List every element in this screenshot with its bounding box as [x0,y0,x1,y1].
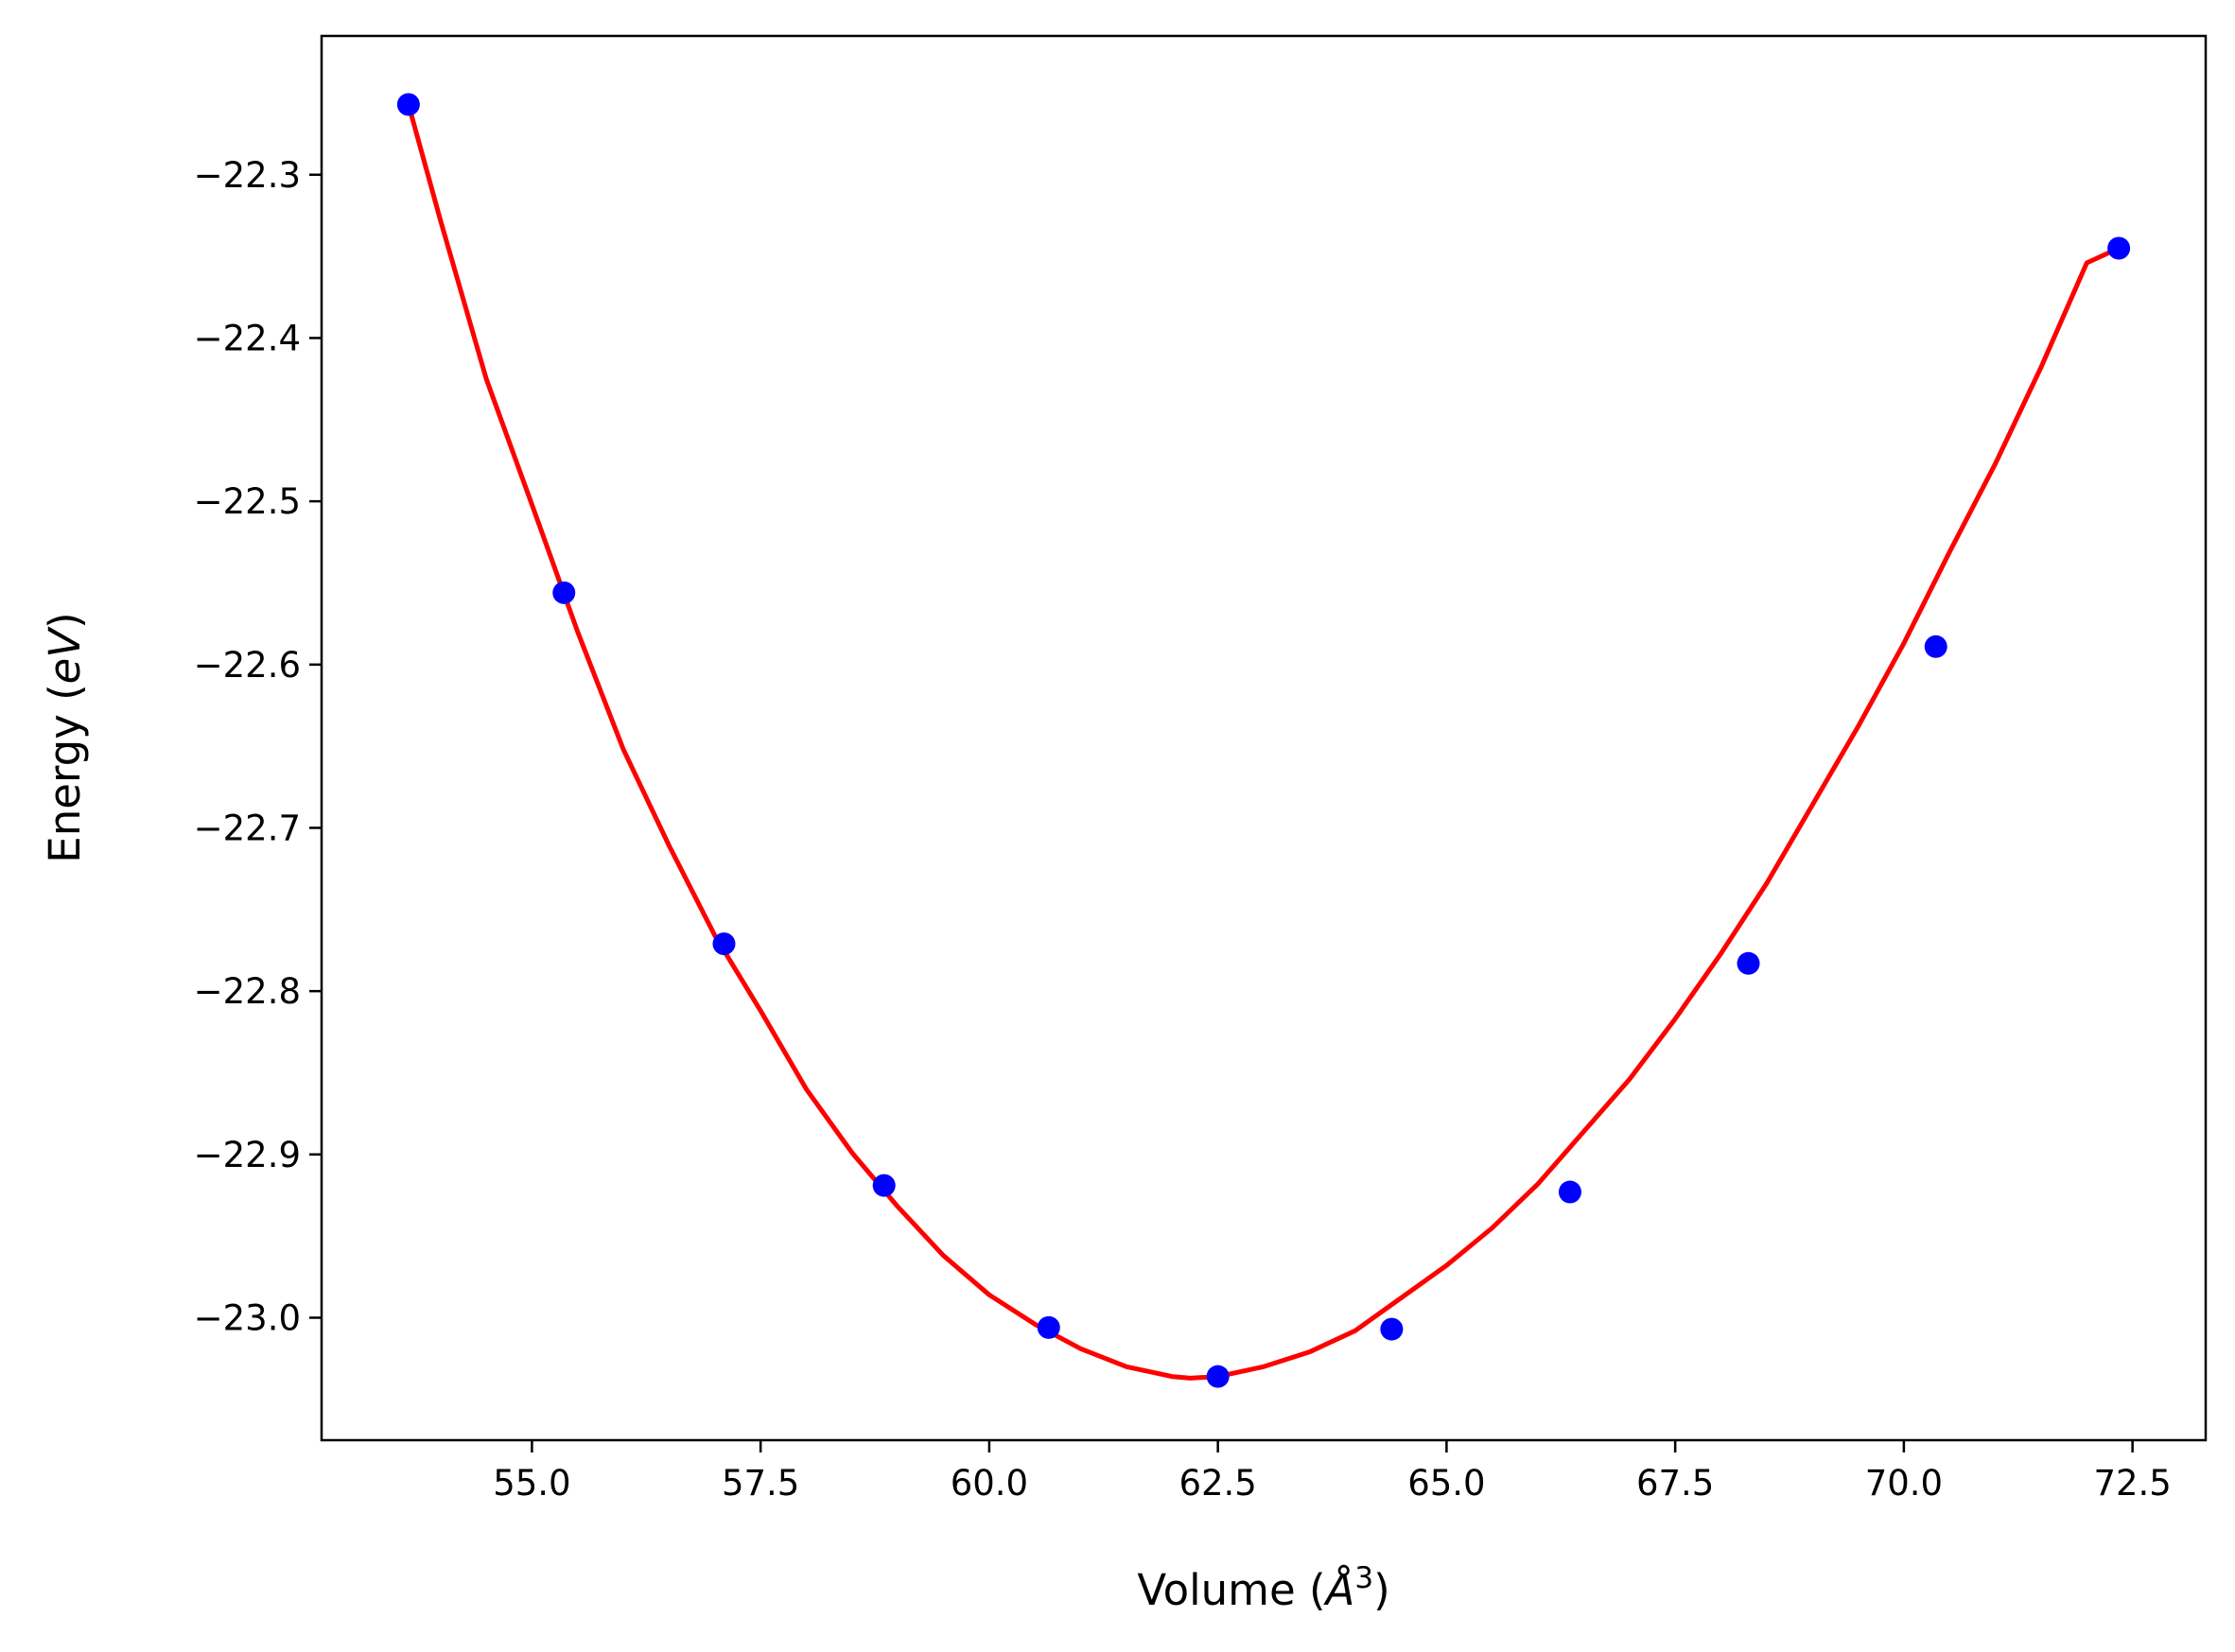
fit-curve-line [406,103,2121,1381]
data-point [2107,236,2131,260]
data-point [1037,1315,1060,1339]
x-tick-label: 70.0 [1865,1463,1943,1504]
x-tick-label: 55.0 [493,1463,570,1504]
axes-frame [320,34,2208,1442]
y-tick-label: −22.3 [194,155,301,196]
plot-area [396,93,2131,1388]
data-point [1380,1317,1404,1341]
x-tick-label: 57.5 [722,1463,799,1504]
data-point [1924,635,1947,658]
x-tick-label: 67.5 [1636,1463,1714,1504]
y-tick-label: −22.4 [194,318,301,358]
y-tick-label: −22.5 [194,481,301,522]
y-tick-label: −22.8 [194,971,301,1012]
x-tick-label: 62.5 [1179,1463,1256,1504]
x-tick-label: 65.0 [1407,1463,1485,1504]
data-point [872,1174,896,1197]
data-point [1737,951,1760,975]
data-point [1206,1365,1230,1388]
y-axis-title: Energy (eV) [40,612,90,862]
y-tick-label: −23.0 [194,1297,301,1338]
y-tick-label: −22.9 [194,1135,301,1175]
data-point [712,932,736,956]
x-axis-title: Volume (Å3) [1137,1561,1389,1615]
y-tick-label: −22.7 [194,808,301,848]
data-point [396,93,420,116]
x-tick-label: 72.5 [2093,1463,2171,1504]
y-axis-ticks: −22.3 −22.4 −22.5 −22.6 −22.7 −22.8 −22.9 −23.0 [194,155,322,1338]
y-tick-label: −22.6 [194,645,301,686]
x-axis-ticks: 55.0 57.5 60.0 62.5 65.0 67.5 70.0 72.5 [493,1440,2172,1504]
data-point [1558,1180,1581,1204]
x-tick-label: 60.0 [951,1463,1028,1504]
data-point [552,581,576,604]
